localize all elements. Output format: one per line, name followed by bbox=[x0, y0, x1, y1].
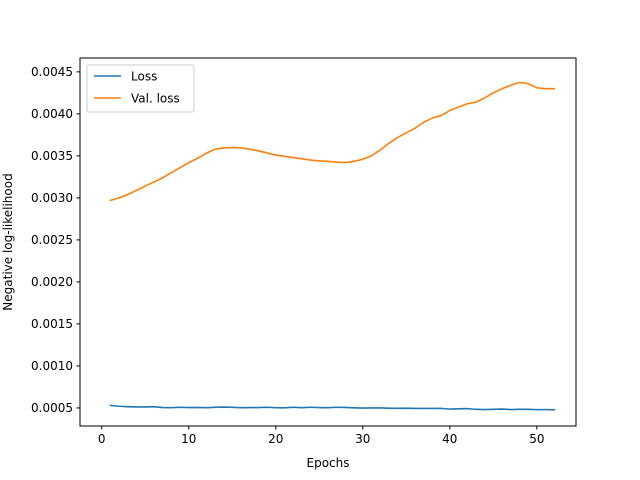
y-tick-label: 0.0020 bbox=[31, 275, 73, 289]
y-tick-label: 0.0040 bbox=[31, 107, 73, 121]
series-lines bbox=[109, 81, 556, 411]
y-tick-label: 0.0015 bbox=[31, 317, 73, 331]
legend: Loss Val. loss bbox=[86, 64, 195, 113]
y-tick-label: 0.0005 bbox=[31, 401, 73, 415]
legend-label: Val. loss bbox=[131, 91, 180, 105]
x-tick-label: 10 bbox=[181, 432, 196, 446]
x-tick-label: 20 bbox=[268, 432, 283, 446]
y-tick-label: 0.0045 bbox=[31, 65, 73, 79]
x-tick-label: 30 bbox=[355, 432, 370, 446]
y-tick-label: 0.0010 bbox=[31, 359, 73, 373]
y-tick-label: 0.0035 bbox=[31, 149, 73, 163]
x-axis-label: Epochs bbox=[307, 456, 350, 470]
x-tick-label: 40 bbox=[442, 432, 457, 446]
series-line-val-loss bbox=[109, 81, 556, 202]
y-tick-label: 0.0025 bbox=[31, 233, 73, 247]
x-tick-label: 50 bbox=[529, 432, 544, 446]
legend-label: Loss bbox=[131, 69, 157, 83]
axes-frame bbox=[79, 57, 577, 427]
y-axis-ticks: 0.0005 0.0010 0.0015 0.0020 0.0025 0.0030 0.00… bbox=[31, 65, 80, 415]
x-tick-label: 0 bbox=[98, 432, 106, 446]
series-line-loss bbox=[109, 404, 556, 411]
x-axis-ticks: 0 10 20 30 40 50 bbox=[98, 426, 544, 446]
y-tick-label: 0.0030 bbox=[31, 191, 73, 205]
y-axis-label: Negative log-likelihood bbox=[1, 173, 15, 310]
